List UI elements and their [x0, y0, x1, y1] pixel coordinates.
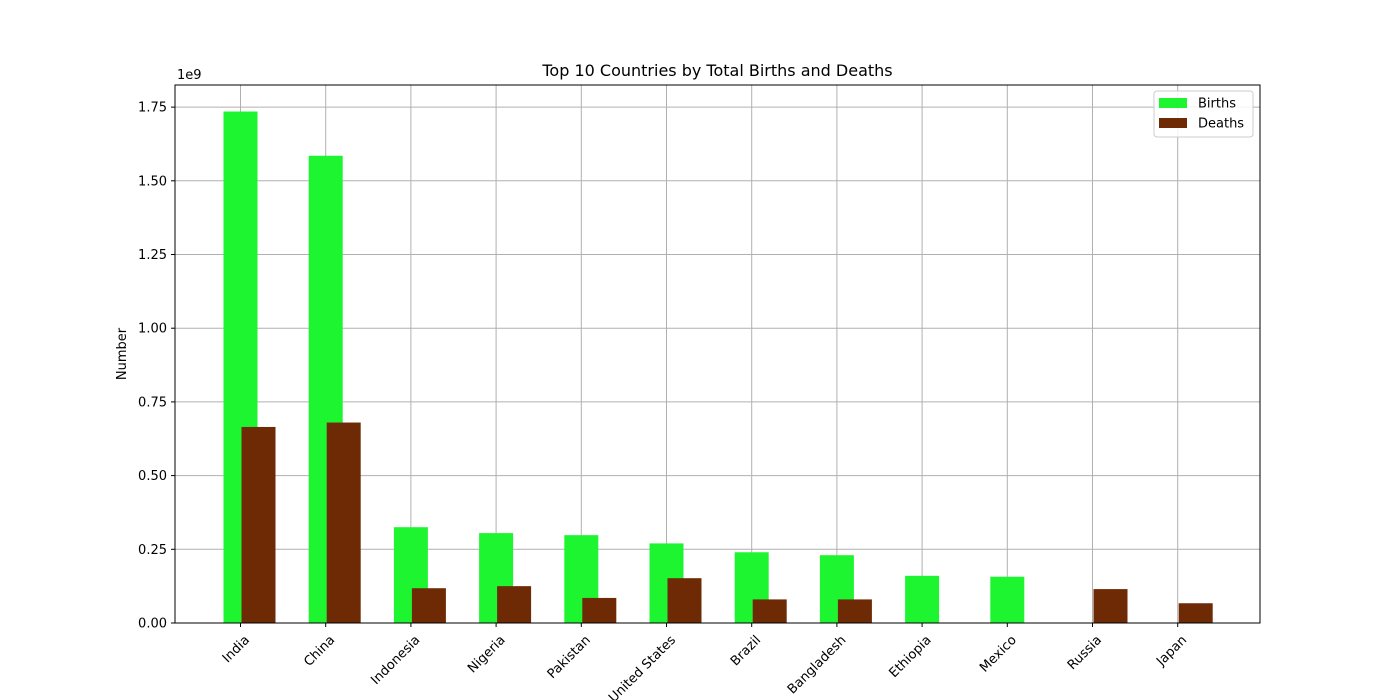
deaths-bar [1178, 603, 1213, 623]
deaths-bar [497, 586, 532, 623]
x-axis: India China Indonesia Nigeria Pakistan United… [220, 623, 1190, 700]
deaths-bar [667, 578, 702, 623]
deaths-bar [1093, 589, 1128, 623]
births-legend-swatch [1159, 98, 1187, 108]
y-tick-label: 0.50 [138, 469, 167, 484]
x-tick-label: Russia [1065, 633, 1105, 673]
y-tick-label: 0.25 [138, 543, 167, 558]
deaths-bar [241, 426, 276, 623]
deaths-bar [752, 599, 787, 623]
x-tick-label: Pakistan [545, 633, 594, 682]
x-tick-label: United States [606, 633, 679, 700]
y-axis-scale-label: 1e9 [177, 68, 202, 83]
y-axis-label: Number [115, 327, 130, 380]
y-tick-label: 0.75 [138, 395, 167, 410]
x-tick-label: Nigeria [465, 633, 508, 676]
y-tick-label: 0.00 [138, 617, 167, 632]
legend: Births Deaths [1153, 90, 1254, 138]
deaths-bar [411, 588, 446, 623]
x-tick-label: Indonesia [368, 633, 423, 688]
births-bar [905, 575, 940, 623]
plot-frame [174, 84, 1261, 624]
births-legend-label: Births [1198, 97, 1236, 112]
grid [175, 85, 1260, 624]
bars [223, 111, 1213, 624]
x-tick-label: Brazil [728, 633, 764, 669]
x-tick-label: India [220, 633, 253, 666]
deaths-bar [326, 422, 361, 623]
x-tick-label: Ethiopia [887, 633, 935, 681]
x-tick-label: China [301, 633, 338, 670]
deaths-bar [837, 599, 872, 623]
y-tick-label: 1.50 [138, 174, 167, 189]
y-tick-label: 1.25 [138, 248, 167, 263]
y-tick-label: 1.00 [138, 322, 167, 337]
deaths-legend-swatch [1159, 118, 1187, 128]
y-axis: 0.00 0.25 0.50 0.75 1.00 1.25 1.50 1.75 [138, 101, 175, 632]
chart-title: Top 10 Countries by Total Births and Dea… [541, 61, 892, 80]
x-tick-label: Japan [1153, 633, 1190, 670]
deaths-bar [582, 597, 617, 623]
deaths-legend-label: Deaths [1198, 117, 1244, 132]
births-bar [990, 576, 1025, 623]
x-tick-label: Mexico [977, 633, 1020, 676]
y-tick-label: 1.75 [138, 101, 167, 116]
x-tick-label: Bangladesh [785, 633, 850, 698]
